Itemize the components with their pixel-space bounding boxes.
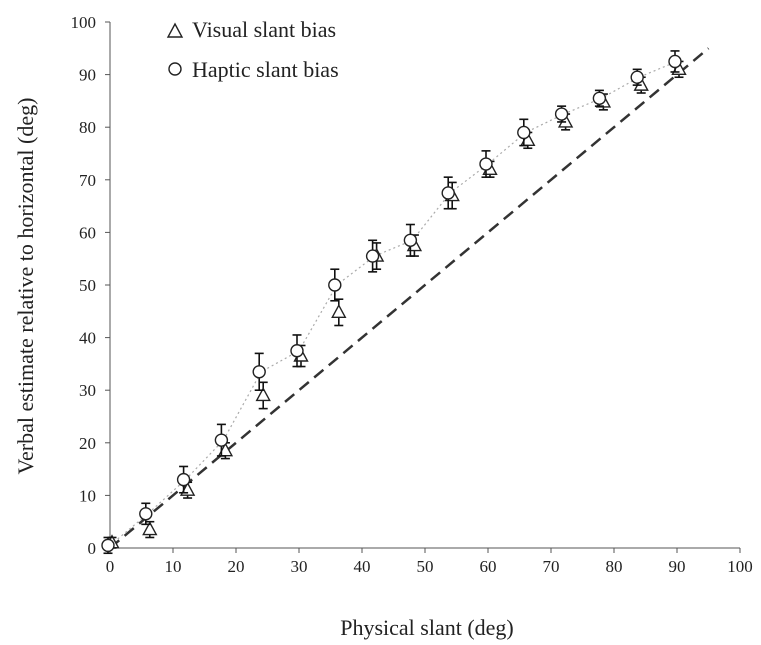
y-tick-label: 90 (79, 66, 96, 85)
data-point-circle (479, 157, 493, 171)
x-tick-label: 90 (669, 557, 686, 576)
reference-line-group (109, 47, 710, 549)
data-point-circle (630, 70, 644, 84)
data-point-circle (592, 91, 607, 105)
y-tick-label: 70 (79, 171, 96, 190)
data-point-circle (517, 125, 531, 140)
data-point-circle (214, 433, 229, 447)
legend-label-haptic: Haptic slant bias (192, 57, 339, 82)
data-point-triangle (142, 521, 158, 536)
y-tick-label: 0 (88, 539, 97, 558)
y-tick-label: 80 (79, 118, 96, 137)
x-tick-label: 30 (291, 557, 308, 576)
data-point-circle (101, 538, 115, 553)
data-point-circle (668, 54, 682, 69)
data-point-circle (554, 107, 569, 121)
x-tick-label: 60 (480, 557, 497, 576)
data-point-circle (365, 249, 380, 263)
data-point-circle (252, 365, 266, 379)
data-marks (101, 50, 687, 555)
x-tick-label: 80 (606, 557, 623, 576)
x-tick-label: 0 (106, 557, 115, 576)
y-tick-label: 100 (71, 13, 97, 32)
legend-triangle-marker (166, 22, 184, 38)
legend: Visual slant bias Haptic slant bias (166, 17, 339, 82)
y-tick-label: 40 (79, 329, 96, 348)
x-tick-label: 40 (354, 557, 371, 576)
y-tick-label: 20 (79, 434, 96, 453)
y-tick-label: 10 (79, 486, 96, 505)
axis-ticks: 0 10 20 30 40 50 60 70 80 90 100 0 10 20 30 40 50 60 70 80 9… (71, 13, 753, 576)
legend-circle-marker (168, 62, 182, 76)
trend-line-group (109, 60, 678, 546)
y-axis-title: Verbal estimate relative to horizontal (… (13, 98, 38, 475)
data-point-triangle (255, 386, 271, 402)
data-point-triangle (331, 303, 347, 319)
legend-label-visual: Visual slant bias (192, 17, 336, 42)
data-point-circle (139, 507, 153, 521)
data-point-circle (176, 472, 191, 487)
data-point-circle (290, 344, 304, 358)
y-tick-label: 30 (79, 381, 96, 400)
x-axis-title: Physical slant (deg) (340, 615, 514, 640)
y-tick-label: 60 (79, 223, 96, 242)
x-tick-label: 100 (727, 557, 753, 576)
data-point-circle (328, 278, 342, 292)
x-tick-label: 70 (543, 557, 560, 576)
data-point-circle (403, 233, 418, 247)
trend-line (109, 60, 678, 546)
data-point-circle (441, 186, 455, 200)
x-tick-label: 10 (165, 557, 182, 576)
x-tick-label: 20 (228, 557, 245, 576)
identity-reference-line (109, 47, 710, 549)
y-tick-label: 50 (79, 276, 96, 295)
x-tick-label: 50 (417, 557, 434, 576)
